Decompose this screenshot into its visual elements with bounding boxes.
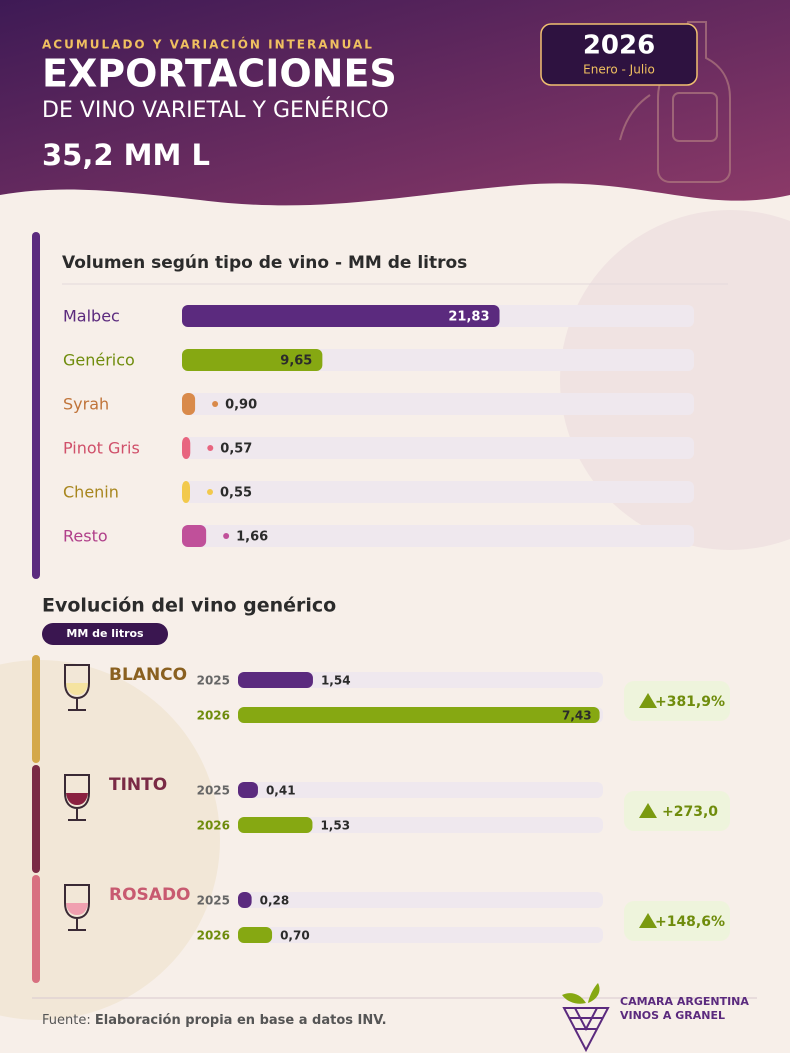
chart-title: Evolución del vino genérico: [42, 595, 336, 617]
bar: [182, 437, 191, 459]
glass-icon: [64, 664, 90, 711]
glass-liquid: [66, 793, 88, 805]
value-dot: [207, 489, 213, 495]
glass-icon: [64, 774, 90, 821]
change-arrow: [639, 913, 657, 928]
title: EXPORTACIONES: [42, 52, 397, 96]
change-badge: [624, 681, 730, 721]
value-label: 0,57: [220, 442, 252, 457]
bar: [238, 817, 313, 833]
category-label: Genérico: [63, 351, 135, 370]
decor: [0, 660, 220, 1020]
bar: [238, 782, 258, 798]
bar-track: [238, 782, 603, 798]
subtitle: DE VINO VARIETAL Y GENÉRICO: [42, 97, 389, 123]
value-label: 0,41: [266, 784, 296, 798]
bar: [238, 927, 273, 943]
category-label: Pinot Gris: [63, 439, 140, 458]
year-label: 2026: [197, 819, 230, 833]
group-accent: [32, 655, 40, 763]
group-accent: [32, 765, 40, 873]
unit: MM de litros: [66, 627, 144, 640]
chart-title: Volumen según tipo de vino - MM de litro…: [62, 253, 467, 273]
bar-track: [238, 672, 603, 688]
category-label: Chenin: [63, 483, 119, 502]
footer-source: Fuente: Elaboración propia en base a dat…: [42, 1013, 387, 1028]
year-label: 2025: [197, 894, 230, 908]
value-label: 1,66: [236, 530, 268, 545]
bar: [238, 892, 252, 908]
org-name: CAMARA ARGENTINA: [620, 995, 749, 1008]
change-label: +273,0: [662, 804, 718, 820]
value-label: 7,43: [562, 709, 592, 723]
value-dot: [212, 401, 219, 407]
glass-outline: [64, 664, 90, 711]
bar: [182, 305, 500, 327]
value-label: 0,90: [225, 398, 257, 413]
value-label: 1,54: [321, 674, 351, 688]
year-label: 2025: [197, 784, 230, 798]
change-label: +148,6%: [655, 914, 725, 930]
section-accent: [32, 232, 40, 579]
bar-track: [182, 437, 694, 459]
org-name: VINOS A GRANEL: [620, 1009, 725, 1022]
year-label: 2026: [197, 929, 230, 943]
glass-outline: [64, 884, 90, 931]
year-label: 2025: [197, 674, 230, 688]
bar: [238, 707, 600, 723]
bar-track: [182, 393, 694, 415]
value-label: 9,65: [280, 354, 312, 369]
bar-track: [238, 892, 603, 908]
bar-track: [238, 927, 603, 943]
group-accent: [32, 875, 40, 983]
value-label: 1,53: [320, 819, 350, 833]
category-label: Malbec: [63, 307, 120, 326]
bar-track: [238, 817, 603, 833]
bar-track: [182, 481, 694, 503]
value-dot: [207, 445, 214, 451]
value-label: 21,83: [448, 310, 489, 325]
decor: [560, 210, 790, 550]
glass-liquid: [66, 683, 88, 695]
year-box: [540, 23, 698, 86]
source: Elaboración propia en base a datos INV.: [95, 1013, 387, 1028]
year: 2026: [583, 31, 655, 61]
change-arrow: [639, 803, 657, 818]
change-badge: [624, 791, 730, 831]
glass-icon: [64, 884, 90, 931]
value-label: 0,55: [220, 486, 252, 501]
bar-track: [182, 525, 694, 547]
glass-liquid: [66, 903, 88, 915]
glass-outline: [64, 774, 90, 821]
bar: [238, 672, 313, 688]
year-label: 2026: [197, 709, 230, 723]
group-label: BLANCO: [109, 665, 187, 685]
value-label: 0,70: [280, 929, 310, 943]
change-badge: [624, 901, 730, 941]
category-label: Syrah: [63, 395, 109, 414]
category-label: Resto: [63, 527, 108, 546]
group-label: TINTO: [109, 775, 167, 795]
kicker: ACUMULADO Y VARIACIÓN INTERANUAL: [42, 37, 374, 52]
value-label: 0,28: [260, 894, 290, 908]
bar: [182, 525, 207, 547]
bar: [182, 393, 196, 415]
bar: [182, 481, 190, 503]
group-label: ROSADO: [109, 885, 191, 905]
change-arrow: [639, 693, 657, 708]
period: Enero - Julio: [583, 63, 655, 77]
logo: [562, 983, 610, 1053]
unit-pill: [42, 623, 168, 645]
value-dot: [223, 533, 230, 539]
bar: [182, 349, 323, 371]
source-label: Fuente:: [42, 1013, 91, 1028]
change-label: +381,9%: [655, 694, 725, 710]
total: 35,2 MM L: [42, 138, 210, 172]
